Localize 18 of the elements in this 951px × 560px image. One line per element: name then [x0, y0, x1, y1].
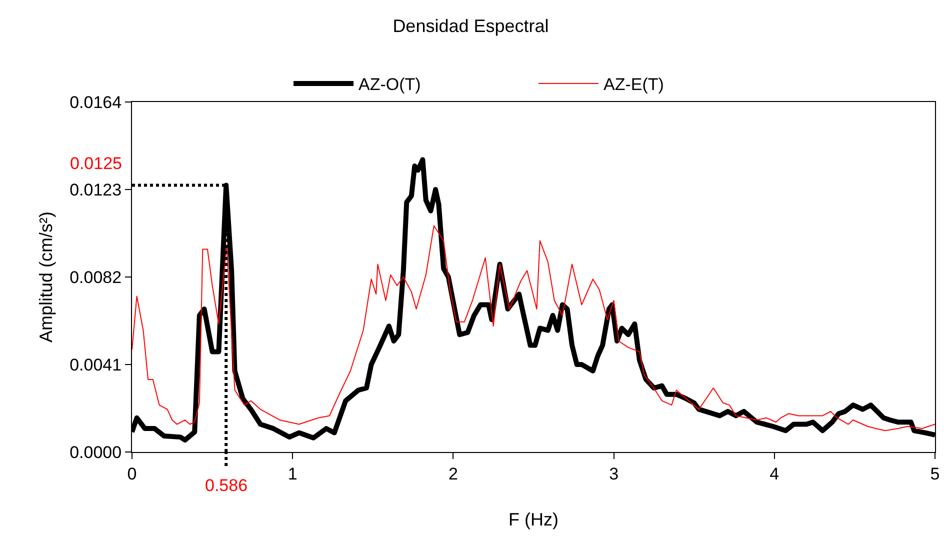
- y-tick-label: 0.0041: [70, 355, 122, 374]
- y-tick-label: 0.0164: [70, 92, 122, 112]
- x-axis-title: F (Hz): [508, 510, 558, 530]
- x-tick-label: 5: [930, 464, 940, 484]
- x-tick-label: 2: [448, 464, 458, 484]
- x-tick-label: 1: [288, 464, 298, 484]
- legend-label: AZ-O(T): [358, 75, 421, 94]
- x-tick-label: 0: [127, 464, 137, 484]
- y-tick-label: 0.0082: [70, 268, 122, 287]
- legend-label: AZ-E(T): [604, 75, 664, 94]
- chart-title: Densidad Espectral: [392, 16, 549, 36]
- x-tick-label: 3: [609, 464, 619, 484]
- ref-line-label: 0.586: [205, 476, 248, 495]
- y-axis-title: Amplitud (cm/s²): [36, 211, 56, 343]
- ref-line-label: 0.0125: [70, 154, 122, 173]
- x-tick-label: 4: [770, 464, 780, 484]
- y-tick-label: 0.0123: [70, 180, 122, 200]
- y-tick-label: 0.0000: [70, 442, 122, 462]
